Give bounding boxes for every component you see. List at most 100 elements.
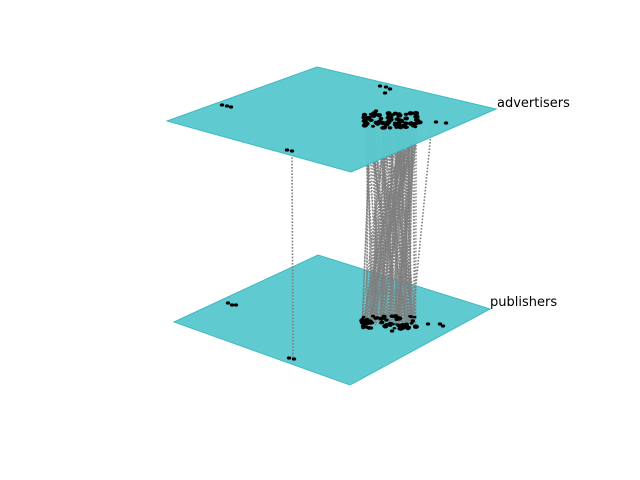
interlayer-edge [389,126,400,320]
interlayer-edge [361,121,372,326]
advertiser-node [367,117,371,121]
publishers-layer-plane [172,254,492,386]
advertiser-node [417,120,423,125]
publisher-node [412,315,417,319]
interlayer-edge [396,124,411,323]
publisher-node [361,326,366,330]
publisher-node [364,317,370,322]
advertiser-node [392,111,398,116]
advertiser-node [228,105,234,109]
advertiser-node [403,116,410,121]
publisher-node [392,314,399,319]
advertiser-node [398,119,405,124]
advertiser-node [361,123,368,128]
publisher-node [409,315,414,319]
advertiser-node [407,111,414,116]
advertiser-node [383,85,389,89]
interlayer-edge [374,119,390,326]
publisher-node [370,321,375,325]
publisher-node [389,329,395,333]
advertiser-node [224,104,230,108]
interlayer-edge [370,126,403,320]
advertiser-node [412,110,420,116]
publisher-node [437,322,443,326]
publisher-node [384,323,390,327]
publisher-node [394,317,400,322]
advertiser-node [382,121,387,125]
publisher-node [406,325,412,329]
publisher-node [412,324,419,329]
advertiser-node [386,114,391,118]
advertiser-node [392,121,397,125]
interlayer-edge [371,116,389,322]
advertiser-node [361,119,368,124]
interlayer-edge [368,119,409,326]
publisher-node [225,301,231,305]
advertiser-node [376,113,383,118]
interlayer-edge [361,116,372,325]
advertiser-node [284,148,290,152]
publisher-node [375,316,380,320]
advertiser-node [289,149,295,153]
publisher-node [440,324,446,328]
publisher-node [291,357,297,361]
interlayer-edge [399,127,407,323]
advertiser-node [433,120,439,124]
interlayer-edge [397,116,407,323]
publishers-layer-label: publishers [490,295,558,310]
advertiser-node [361,115,368,120]
advertisers-layer-plane [165,66,498,173]
advertisers-nodes [219,84,449,153]
publisher-node [383,325,387,329]
publisher-node [410,319,415,323]
advertiser-node [403,112,409,116]
publisher-node [425,322,431,326]
publisher-node [388,321,393,325]
advertiser-node [413,121,419,126]
publisher-node [371,314,375,318]
publisher-node [229,303,235,307]
publisher-node [378,316,384,321]
interlayer-edge [365,117,404,325]
interlayer-edge [396,122,414,323]
interlayer-edge [291,150,294,360]
publisher-node [366,326,372,330]
advertiser-node [443,121,449,125]
advertiser-node [382,91,388,95]
interlayer-edge [406,117,413,323]
advertiser-node [387,126,393,130]
advertiser-node [368,112,373,116]
interlayer-edge [373,116,389,323]
advertiser-node [398,124,403,128]
publisher-node [397,327,402,331]
interlayer-edge [372,125,412,323]
publishers-nodes [225,301,446,361]
publisher-node [409,321,414,325]
interlayer-edge [409,126,413,326]
advertiser-node [378,116,384,121]
advertiser-node [396,113,403,118]
publisher-node [360,317,365,320]
advertiser-node [371,124,375,128]
interlayer-edge [412,126,416,321]
publisher-node [233,303,239,307]
advertiser-node [381,125,387,130]
interlayer-edge [396,125,417,323]
advertiser-node [394,117,400,121]
publisher-node [392,326,397,330]
interlayer-edge [381,118,413,326]
advertiser-node [403,121,409,126]
advertiser-node [219,103,225,107]
advertisers-layer-label: advertisers [497,96,570,111]
interlayer-edge [395,118,419,322]
publisher-node [379,321,384,325]
interlayer-edge [384,122,396,320]
advertiser-node [388,117,394,122]
advertiser-node [377,84,383,88]
publisher-node [286,356,292,360]
publisher-node [363,321,370,326]
advertiser-node [387,87,393,91]
advertiser-node [385,111,392,116]
interlayer-edge [372,116,378,324]
